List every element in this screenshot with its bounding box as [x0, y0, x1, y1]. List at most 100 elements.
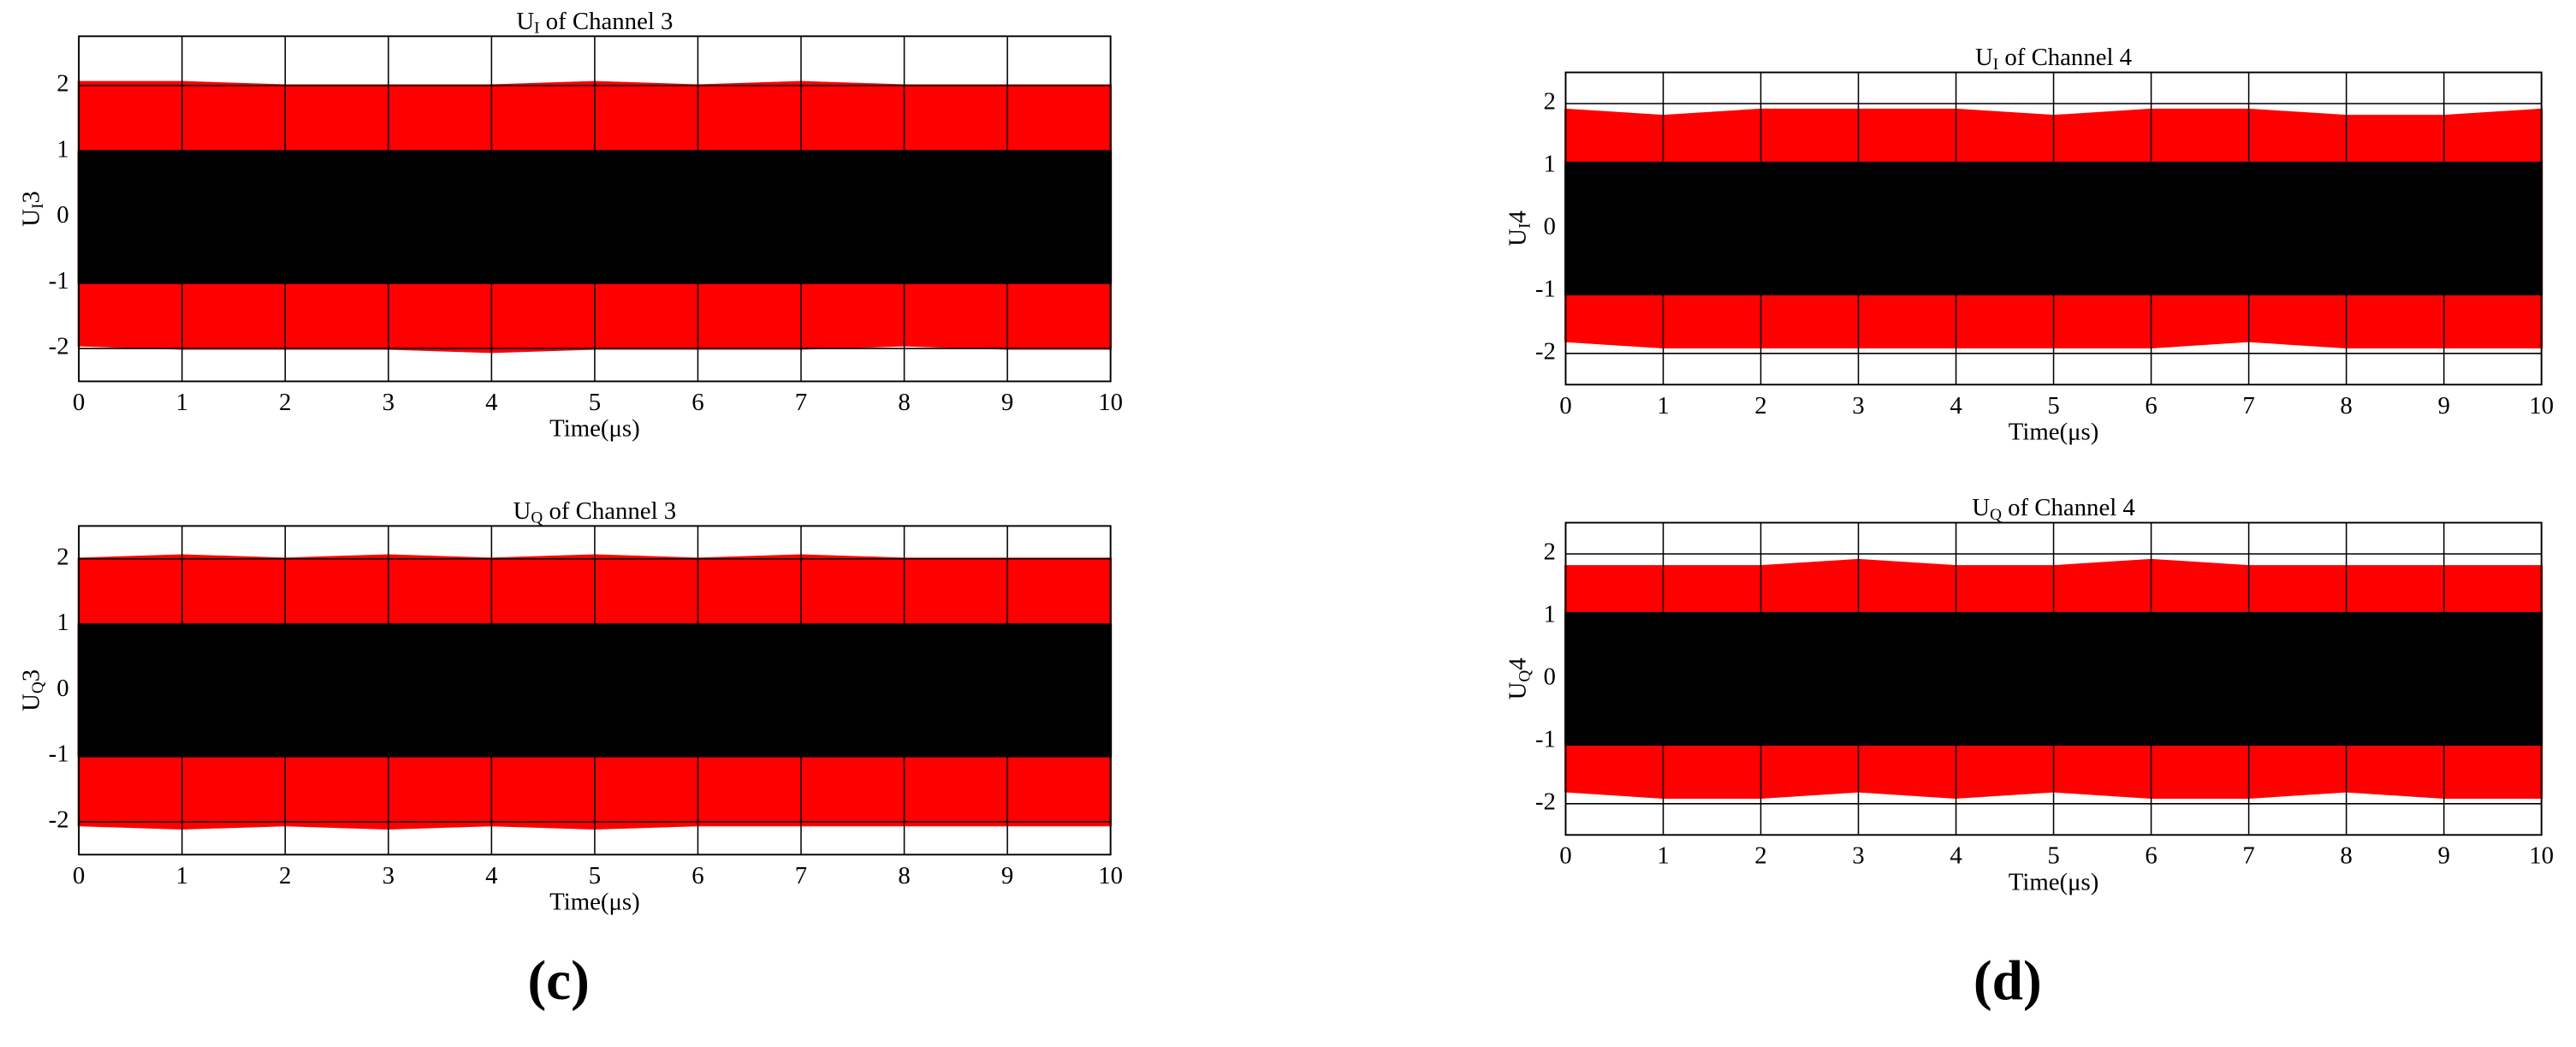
y-tick-label: -1 — [49, 267, 69, 294]
x-tick-label: 0 — [73, 389, 85, 416]
panel-label: (c) — [527, 950, 589, 1012]
y-axis-label-part: U — [17, 209, 45, 227]
x-tick-label: 7 — [795, 389, 807, 416]
y-axis-label: UQ4 — [1504, 657, 1534, 699]
y-tick-label: 1 — [56, 135, 68, 163]
x-tick-label: 1 — [176, 389, 188, 416]
axes-frame — [78, 35, 1112, 383]
chart-title: UQ of Channel 4 — [1972, 494, 2135, 524]
axes-frame — [78, 525, 1112, 856]
x-tick-label: 3 — [1852, 842, 1864, 870]
x-tick-label: 8 — [898, 389, 910, 416]
x-tick-label: 2 — [1754, 392, 1766, 419]
x-tick-label: 9 — [2437, 392, 2449, 419]
y-axis-label-part: U — [1504, 229, 1531, 247]
y-tick-label: -2 — [1535, 788, 1556, 815]
x-tick-label: 8 — [2340, 392, 2352, 419]
x-tick-label: 4 — [485, 389, 497, 416]
chart-title: UQ of Channel 3 — [513, 497, 677, 527]
x-tick-label: 10 — [1098, 389, 1123, 416]
chart-title-part: U — [513, 497, 531, 525]
x-tick-label: 0 — [73, 862, 85, 889]
x-tick-label: 6 — [2145, 392, 2157, 419]
x-tick-label: 9 — [1001, 862, 1013, 889]
y-tick-label: 2 — [1544, 538, 1556, 566]
y-tick-label: 0 — [1544, 663, 1556, 691]
x-tick-label: 4 — [485, 862, 497, 889]
y-axis-label-part: Q — [1517, 670, 1534, 682]
x-tick-label: 7 — [795, 862, 807, 889]
y-tick-label: -1 — [1535, 275, 1556, 302]
y-axis-label: UI4 — [1504, 211, 1534, 247]
y-tick-label: -2 — [1535, 337, 1556, 365]
x-tick-label: 5 — [2047, 392, 2059, 419]
y-axis-label-part: 3 — [17, 669, 45, 681]
y-tick-label: 1 — [56, 609, 68, 636]
x-tick-label: 6 — [691, 862, 703, 889]
axes-frame — [1564, 71, 2543, 386]
y-tick-label: 1 — [1544, 601, 1556, 628]
chart-title-part: of Channel 3 — [543, 497, 676, 525]
y-tick-label: -2 — [49, 806, 69, 834]
y-tick-label: 1 — [1544, 151, 1556, 178]
y-tick-label: 0 — [56, 201, 68, 229]
chart-title: UI of Channel 4 — [1975, 44, 2132, 74]
x-axis-label: Time(μs) — [2009, 418, 2099, 445]
x-tick-label: 0 — [1559, 842, 1571, 870]
x-tick-label: 1 — [1657, 392, 1669, 419]
panel-label: (d) — [1974, 950, 2042, 1012]
x-tick-label: 2 — [279, 862, 291, 889]
chart-title-part: U — [1975, 44, 1993, 71]
x-tick-label: 0 — [1559, 392, 1571, 419]
x-tick-label: 3 — [1852, 392, 1864, 419]
x-axis-label: Time(μs) — [2009, 868, 2099, 895]
x-tick-label: 9 — [1001, 389, 1013, 416]
y-axis-label-part: 4 — [1504, 657, 1531, 669]
chart-title: UI of Channel 3 — [516, 8, 673, 38]
x-tick-label: 5 — [589, 389, 601, 416]
x-tick-label: 10 — [1098, 862, 1123, 889]
y-axis-label: UI3 — [17, 191, 47, 227]
chart-title-part: U — [1972, 494, 1990, 521]
y-tick-label: -1 — [49, 741, 69, 768]
x-tick-label: 7 — [2242, 392, 2254, 419]
y-axis-label-part: U — [1504, 681, 1531, 699]
x-tick-label: 1 — [176, 862, 188, 889]
chart-title-part: I — [1993, 56, 1998, 74]
chart-title-part: of Channel 4 — [2002, 494, 2135, 521]
y-axis-label-part: 4 — [1504, 211, 1531, 223]
x-tick-label: 5 — [589, 862, 601, 889]
y-tick-label: -1 — [1535, 725, 1556, 753]
chart-title-part: of Channel 4 — [1998, 44, 2132, 71]
x-tick-label: 7 — [2242, 842, 2254, 870]
axes-frame — [1564, 521, 2543, 836]
y-tick-label: -2 — [49, 333, 69, 360]
y-axis-label-part: Q — [29, 681, 47, 693]
chart-title-part: Q — [531, 509, 543, 527]
x-tick-label: 9 — [2437, 842, 2449, 870]
chart-title-part: I — [534, 20, 539, 38]
y-tick-label: 2 — [56, 70, 68, 98]
chart-title-part: Q — [1990, 506, 2002, 524]
x-tick-label: 4 — [1950, 392, 1962, 419]
y-axis-label-part: U — [17, 693, 45, 711]
chart-title-part: U — [516, 8, 534, 35]
x-tick-label: 8 — [898, 862, 910, 889]
y-axis-label: UQ3 — [17, 669, 47, 711]
x-tick-label: 6 — [2145, 842, 2157, 870]
x-axis-label: Time(μs) — [549, 889, 640, 916]
y-tick-label: 0 — [1544, 213, 1556, 241]
y-axis-label-part: I — [29, 203, 47, 208]
x-tick-label: 8 — [2340, 842, 2352, 870]
x-tick-label: 10 — [2529, 392, 2554, 419]
x-tick-label: 5 — [2047, 842, 2059, 870]
chart-title-part: of Channel 3 — [540, 8, 674, 35]
x-tick-label: 3 — [383, 389, 395, 416]
y-tick-label: 0 — [56, 675, 68, 702]
x-axis-label: Time(μs) — [549, 415, 640, 443]
x-tick-label: 6 — [691, 389, 703, 416]
x-tick-label: 2 — [279, 389, 291, 416]
x-tick-label: 1 — [1657, 842, 1669, 870]
x-tick-label: 10 — [2529, 842, 2554, 870]
